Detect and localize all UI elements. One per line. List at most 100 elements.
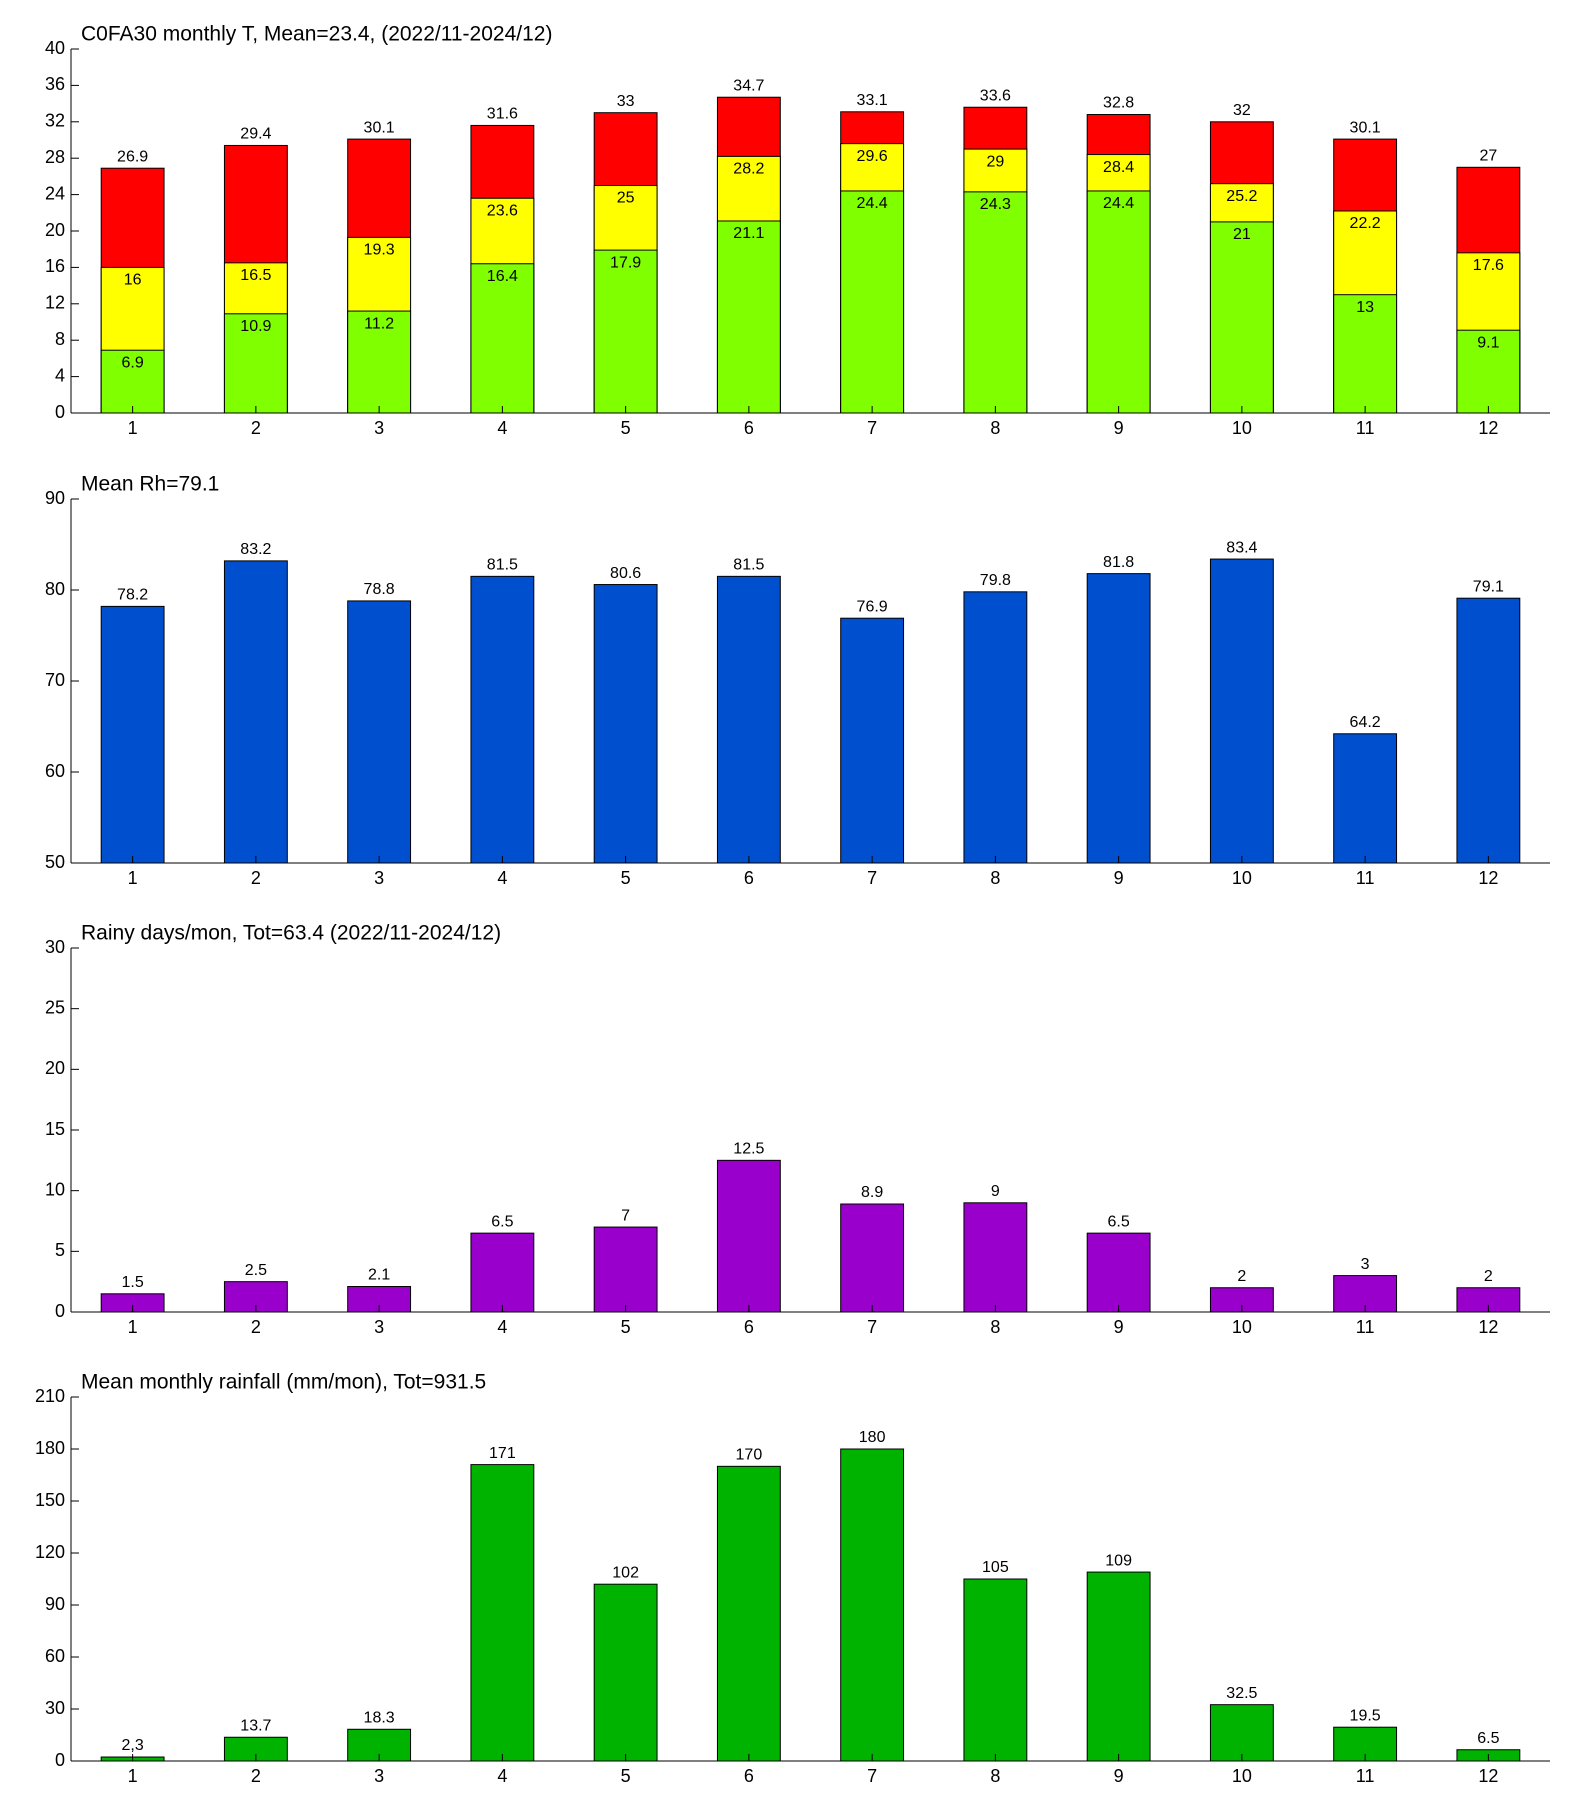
y-tick-label: 28 bbox=[45, 147, 65, 167]
value-label: 81.5 bbox=[487, 557, 518, 574]
x-tick-label: 4 bbox=[497, 868, 507, 888]
value-label: 19.3 bbox=[364, 242, 395, 259]
chart-title: Rainy days/mon, Tot=63.4 (2022/11-2024/1… bbox=[81, 922, 501, 945]
x-tick-label: 9 bbox=[1114, 418, 1124, 438]
y-tick-label: 210 bbox=[35, 1386, 65, 1406]
value-label: 33 bbox=[617, 93, 635, 110]
y-tick-label: 8 bbox=[55, 329, 65, 349]
value-label: 109 bbox=[1105, 1552, 1132, 1569]
bar bbox=[593, 1226, 658, 1313]
value-label: 25.2 bbox=[1226, 188, 1257, 205]
value-label: 80.6 bbox=[610, 565, 641, 582]
x-tick-label: 7 bbox=[867, 1317, 877, 1337]
y-tick-label: 24 bbox=[45, 183, 65, 203]
y-tick-label: 0 bbox=[55, 1301, 65, 1321]
value-label: 27 bbox=[1479, 148, 1497, 165]
value-label: 83.4 bbox=[1226, 539, 1257, 556]
y-tick-label: 12 bbox=[45, 293, 65, 313]
bar bbox=[1086, 1571, 1151, 1762]
value-label: 16.5 bbox=[240, 267, 271, 284]
x-tick-label: 3 bbox=[374, 1766, 384, 1786]
y-tick-label: 60 bbox=[45, 1646, 65, 1666]
value-label: 76.9 bbox=[857, 598, 888, 615]
value-label: 83.2 bbox=[240, 541, 271, 558]
y-tick-label: 150 bbox=[35, 1490, 65, 1510]
y-tick-label: 90 bbox=[45, 1594, 65, 1614]
x-tick-label: 10 bbox=[1232, 418, 1252, 438]
value-label: 21.1 bbox=[733, 225, 764, 242]
x-tick-label: 11 bbox=[1356, 1317, 1375, 1337]
value-label: 31.6 bbox=[487, 106, 518, 123]
x-tick-label: 6 bbox=[744, 868, 754, 888]
x-tick-label: 3 bbox=[374, 868, 384, 888]
x-tick-label: 6 bbox=[744, 1317, 754, 1337]
value-label: 17.9 bbox=[610, 254, 641, 271]
value-label: 29.6 bbox=[857, 148, 888, 165]
y-tick-label: 20 bbox=[45, 1058, 65, 1078]
x-tick-label: 12 bbox=[1478, 1317, 1498, 1337]
value-label: 11.2 bbox=[364, 315, 394, 332]
bar bbox=[470, 263, 535, 414]
x-tick-label: 7 bbox=[867, 418, 877, 438]
bar bbox=[593, 1583, 658, 1762]
value-label: 17.6 bbox=[1473, 257, 1504, 274]
y-tick-label: 4 bbox=[55, 365, 65, 385]
y-tick-label: 40 bbox=[45, 38, 65, 58]
y-tick-label: 16 bbox=[45, 256, 65, 276]
value-label: 21 bbox=[1233, 226, 1251, 243]
bar bbox=[347, 600, 412, 864]
x-tick-label: 2 bbox=[251, 1317, 261, 1337]
y-tick-label: 10 bbox=[45, 1179, 65, 1199]
value-label: 28.4 bbox=[1103, 159, 1134, 176]
x-tick-label: 6 bbox=[744, 418, 754, 438]
value-label: 30.1 bbox=[1350, 119, 1381, 136]
y-tick-label: 50 bbox=[45, 852, 65, 872]
bar bbox=[593, 584, 658, 864]
value-label: 2,3 bbox=[122, 1737, 144, 1754]
x-tick-label: 10 bbox=[1232, 1317, 1252, 1337]
value-label: 32 bbox=[1233, 102, 1251, 119]
x-tick-label: 6 bbox=[744, 1766, 754, 1786]
y-tick-label: 120 bbox=[35, 1542, 65, 1562]
value-label: 19.5 bbox=[1350, 1707, 1381, 1724]
value-label: 24.3 bbox=[980, 196, 1011, 213]
x-tick-label: 2 bbox=[251, 868, 261, 888]
value-label: 34.7 bbox=[733, 77, 764, 94]
value-label: 33.1 bbox=[857, 92, 888, 109]
y-tick-label: 25 bbox=[45, 997, 65, 1017]
value-label: 2 bbox=[1484, 1268, 1493, 1285]
y-tick-label: 80 bbox=[45, 579, 65, 599]
x-tick-label: 4 bbox=[497, 1317, 507, 1337]
x-tick-label: 9 bbox=[1114, 1317, 1124, 1337]
x-tick-label: 1 bbox=[128, 868, 138, 888]
y-tick-label: 5 bbox=[55, 1240, 65, 1260]
value-label: 13 bbox=[1356, 299, 1374, 316]
bar bbox=[1086, 190, 1151, 414]
value-label: 6.5 bbox=[491, 1213, 513, 1230]
value-label: 32.5 bbox=[1226, 1685, 1257, 1702]
bar bbox=[963, 191, 1028, 414]
bar bbox=[840, 190, 905, 414]
bar bbox=[470, 1464, 535, 1762]
y-tick-label: 15 bbox=[45, 1119, 65, 1139]
value-label: 26.9 bbox=[117, 148, 148, 165]
value-label: 12.5 bbox=[733, 1141, 764, 1158]
y-tick-label: 90 bbox=[45, 488, 65, 508]
x-tick-label: 12 bbox=[1478, 868, 1498, 888]
value-label: 8.9 bbox=[861, 1184, 883, 1201]
value-label: 78.2 bbox=[117, 587, 148, 604]
bar bbox=[223, 560, 288, 864]
x-tick-label: 8 bbox=[990, 868, 1000, 888]
x-tick-label: 5 bbox=[621, 418, 631, 438]
value-label: 29.4 bbox=[240, 126, 271, 143]
bar bbox=[963, 1578, 1028, 1762]
x-tick-label: 8 bbox=[990, 1317, 1000, 1337]
y-tick-label: 30 bbox=[45, 937, 65, 957]
bar bbox=[840, 1203, 905, 1313]
value-label: 22.2 bbox=[1350, 215, 1381, 232]
x-tick-label: 1 bbox=[128, 418, 138, 438]
x-tick-label: 7 bbox=[867, 868, 877, 888]
bar bbox=[1333, 733, 1398, 864]
y-tick-label: 70 bbox=[45, 670, 65, 690]
